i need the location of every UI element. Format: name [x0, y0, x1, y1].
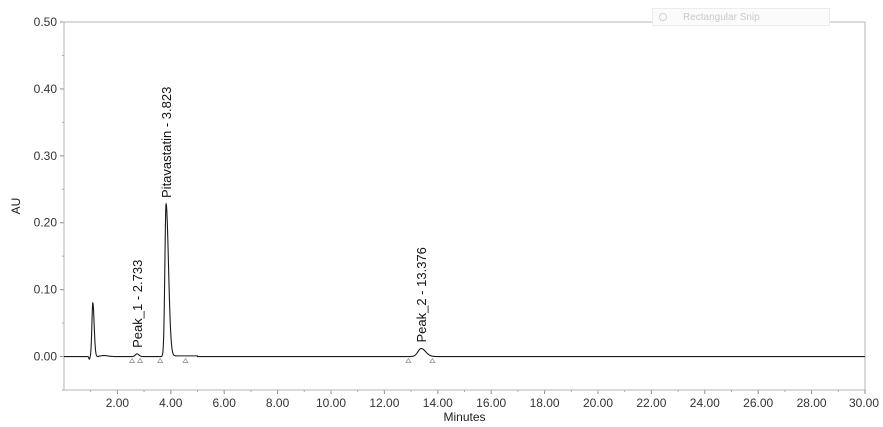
y-tick-label: 0.30	[34, 149, 58, 163]
y-tick-label: 0.10	[34, 283, 58, 297]
x-tick-label: 24.00	[690, 396, 720, 410]
plot-border	[63, 21, 866, 391]
x-tick-label: 16.00	[476, 396, 506, 410]
x-tick-label: 4.00	[159, 396, 183, 410]
integration-marker	[156, 357, 164, 363]
x-tick-label: 30.00	[849, 396, 879, 410]
y-tick-label: 0.50	[34, 15, 58, 29]
y-axis-title: AU	[9, 198, 23, 215]
x-tick-label: 20.00	[583, 396, 613, 410]
peak-labels: Peak_1 - 2.733 Pitavastatin - 3.823 Peak_2…	[130, 87, 429, 348]
rectangular-snip-overlay[interactable]: Rectangular Snip	[652, 8, 830, 26]
snip-label: Rectangular Snip	[683, 11, 760, 23]
peak-label: Pitavastatin - 3.823	[159, 87, 174, 198]
y-tick-label: 0.00	[34, 350, 58, 364]
x-tick-label: 28.00	[797, 396, 827, 410]
chromatogram-trace	[64, 202, 865, 360]
x-tick-label: 12.00	[369, 396, 399, 410]
integration-marker	[405, 357, 412, 363]
x-tick-label: 2.00	[106, 396, 130, 410]
integration-marker	[182, 357, 189, 363]
plot-frame	[63, 21, 866, 391]
snip-icon	[659, 13, 667, 21]
x-tick-label: 14.00	[423, 396, 453, 410]
x-axis-title: Minutes	[443, 410, 485, 424]
integration-marker	[136, 357, 144, 363]
integration-marker	[429, 357, 436, 363]
peak-label: Peak_2 - 13.376	[414, 247, 429, 342]
peak-label: Peak_1 - 2.733	[130, 260, 145, 348]
x-tick-label: 8.00	[266, 396, 290, 410]
x-tick-label: 18.00	[530, 396, 560, 410]
x-tick-label: 6.00	[213, 396, 237, 410]
y-tick-label: 0.40	[34, 82, 58, 96]
x-tick-label: 10.00	[316, 396, 346, 410]
integration-marker	[128, 357, 136, 363]
x-tick-label: 26.00	[743, 396, 773, 410]
integration-markers	[128, 357, 436, 363]
y-tick-label: 0.20	[34, 216, 58, 230]
x-tick-label: 22.00	[636, 396, 666, 410]
x-axis-ticks: 2.00 4.00 6.00 8.00 10.00 12.00 14.00 16.00 18.0…	[90, 390, 879, 410]
y-axis-ticks: 0.00 0.10 0.20 0.30 0.40 0.50	[34, 15, 64, 391]
